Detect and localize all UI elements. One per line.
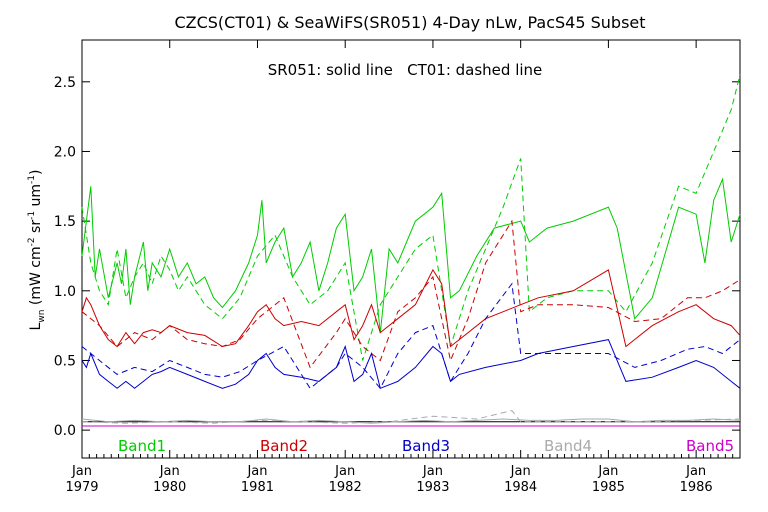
y-axis-label: Lwn (mW cm-2 sr-1 um-1)	[27, 170, 47, 331]
y-tick-label: 1.0	[54, 284, 76, 300]
y-label-exp2: -1	[27, 211, 37, 220]
y-label-close: )	[28, 170, 44, 175]
x-tick-year: 1981	[241, 480, 274, 495]
series-line-band3-ct01	[81, 282, 741, 390]
legend-entry-band4: Band4	[544, 437, 592, 455]
series-lines	[81, 74, 741, 427]
x-tick-month: Jan	[597, 464, 618, 479]
y-tick-label: 1.5	[54, 214, 76, 230]
chart-title: CZCS(CT01) & SeaWiFS(SR051) 4-Day nLw, P…	[174, 13, 645, 32]
x-tick-month: Jan	[159, 464, 180, 479]
series-line-band2	[81, 268, 741, 348]
x-tick-month: Jan	[246, 464, 267, 479]
y-label-exp3: -1	[27, 175, 37, 184]
x-axis: Jan1979Jan1980Jan1981Jan1982Jan1983Jan19…	[65, 40, 741, 495]
y-label-base-sub: wn	[37, 310, 47, 323]
x-tick-year: 1986	[680, 480, 713, 495]
x-tick-month: Jan	[71, 464, 92, 479]
y-label-mid1: sr	[28, 220, 44, 238]
legend-entry-band5: Band5	[686, 437, 734, 455]
legend-entry-band2: Band2	[260, 437, 308, 455]
x-tick-year: 1983	[416, 480, 449, 495]
x-tick-month: Jan	[334, 464, 355, 479]
y-label-exp1: -2	[27, 237, 37, 246]
x-tick-month: Jan	[510, 464, 531, 479]
x-tick-year: 1982	[329, 480, 362, 495]
series-line-band2-ct01	[81, 219, 741, 369]
x-tick-year: 1979	[65, 480, 98, 495]
y-tick-label: 0.0	[54, 423, 76, 439]
y-label-base: L	[28, 322, 44, 330]
y-tick-label: 2.0	[54, 144, 76, 160]
x-tick-year: 1984	[504, 480, 537, 495]
series-line-band1-ct01	[81, 74, 741, 361]
y-label-mid2: um	[28, 184, 44, 211]
y-label-open: (mW cm	[28, 246, 44, 309]
legend-entry-band3: Band3	[402, 437, 450, 455]
x-tick-year: 1980	[153, 480, 186, 495]
y-tick-label: 2.5	[54, 75, 76, 91]
series-line-band1	[81, 177, 741, 333]
y-tick-label: 0.5	[54, 353, 76, 369]
x-tick-month: Jan	[422, 464, 443, 479]
x-tick-year: 1985	[592, 480, 625, 495]
legend: Band1 Band2 Band3 Band4 Band5	[118, 437, 734, 455]
y-axis: 0.0 0.5 1.0 1.5 2.0 2.5	[54, 75, 740, 439]
legend-entry-band1: Band1	[118, 437, 166, 455]
x-tick-month: Jan	[685, 464, 706, 479]
series-line-band4-ct01	[81, 410, 741, 424]
chart-subtitle: SR051: solid line CT01: dashed line	[268, 61, 543, 79]
